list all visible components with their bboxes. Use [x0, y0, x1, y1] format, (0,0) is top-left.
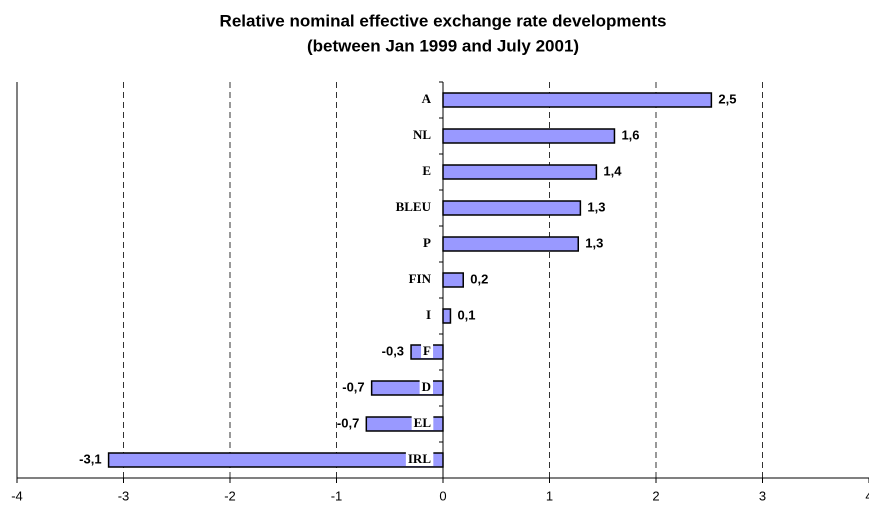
category-label: BLEU [396, 199, 432, 214]
category-label-bg [405, 450, 434, 466]
category-label-bg [421, 342, 434, 358]
x-tick-label: 2 [652, 488, 659, 503]
x-tick-label: 4 [865, 488, 869, 503]
bar [442, 308, 452, 324]
category-label-bg [423, 306, 433, 322]
bar [442, 272, 464, 288]
value-label: 0,2 [470, 271, 488, 286]
bar [442, 200, 582, 216]
chart-subtitle: (between Jan 1999 and July 2001) [307, 36, 579, 55]
bar [442, 164, 598, 180]
category-label-bg [420, 162, 433, 178]
value-label: -0,7 [337, 415, 359, 430]
category-label-bg [393, 198, 434, 214]
category-label: D [422, 379, 431, 394]
category-label: P [423, 235, 431, 250]
bar [107, 452, 444, 468]
value-label: 1,6 [621, 127, 639, 142]
category-label-bg [419, 378, 433, 394]
value-label: 1,4 [603, 163, 622, 178]
value-label: -3,1 [79, 451, 101, 466]
category-label-bg [419, 90, 434, 106]
x-tick-label: 3 [759, 488, 766, 503]
x-tick-label: -3 [118, 488, 130, 503]
category-label: E [422, 163, 431, 178]
category-label: I [426, 307, 431, 322]
value-label: -0,7 [342, 379, 364, 394]
chart-title: Relative nominal effective exchange rate… [220, 11, 667, 30]
value-label: 1,3 [585, 235, 603, 250]
category-label-bg [410, 126, 434, 142]
bar [442, 92, 713, 108]
bar [442, 128, 616, 144]
x-tick-label: -4 [11, 488, 23, 503]
category-label: EL [414, 415, 432, 430]
value-label: -0,3 [382, 343, 404, 358]
x-tick-label: -1 [331, 488, 343, 503]
value-label: 0,1 [457, 307, 475, 322]
category-label-bg [411, 414, 434, 430]
category-label-bg [421, 234, 434, 250]
category-label: F [423, 343, 431, 358]
category-label: FIN [409, 271, 432, 286]
bar [442, 236, 580, 252]
x-tick-label: 1 [546, 488, 553, 503]
value-label: 1,3 [587, 199, 605, 214]
category-label-bg [406, 270, 434, 286]
x-tick-label: -2 [224, 488, 236, 503]
category-label: A [422, 91, 432, 106]
category-label: NL [413, 127, 431, 142]
x-tick-label: 0 [439, 488, 446, 503]
category-label: IRL [408, 451, 431, 466]
value-label: 2,5 [718, 91, 736, 106]
